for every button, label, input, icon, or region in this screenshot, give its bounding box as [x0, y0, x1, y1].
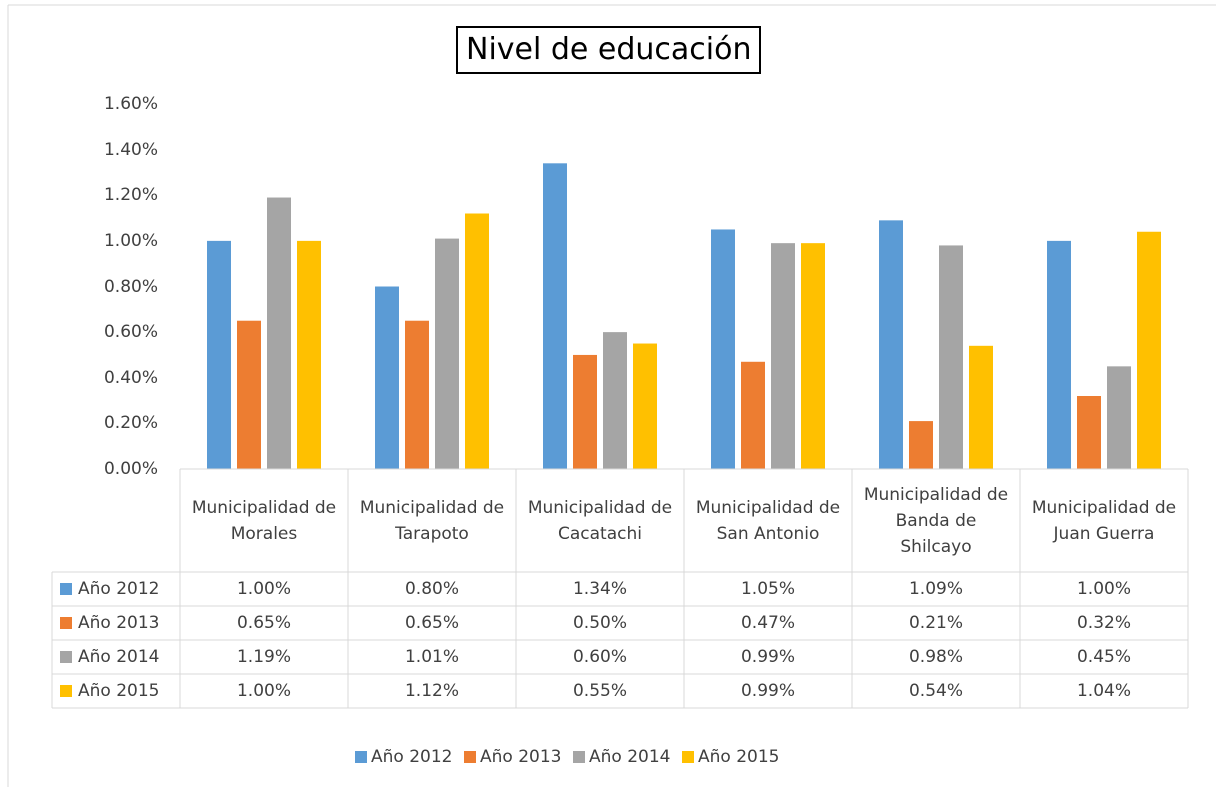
- bar: [573, 354, 597, 469]
- bar: [771, 243, 795, 469]
- bar: [909, 421, 933, 469]
- bar: [969, 345, 993, 469]
- bar: [375, 286, 399, 469]
- y-tick-label: 1.40%: [103, 139, 158, 160]
- legend-key: [573, 751, 585, 763]
- table-value: 0.50%: [572, 613, 627, 633]
- table-value: 0.99%: [740, 647, 795, 667]
- table-value: 1.00%: [1076, 579, 1131, 599]
- table-value: 0.60%: [572, 647, 627, 667]
- bar: [633, 343, 657, 469]
- legend-label: Año 2013: [480, 747, 562, 767]
- table-value: 0.54%: [908, 681, 963, 701]
- legend-key: [682, 751, 694, 763]
- table-value: 1.19%: [236, 647, 291, 667]
- legend-key: [60, 583, 72, 595]
- legend-key: [355, 751, 367, 763]
- y-tick-label: 0.20%: [103, 413, 158, 434]
- bar: [741, 361, 765, 469]
- table-value: 1.34%: [572, 579, 627, 599]
- bar: [1107, 366, 1131, 469]
- table-value: 0.80%: [404, 579, 459, 599]
- legend-key: [60, 651, 72, 663]
- table-value: 1.04%: [1076, 681, 1131, 701]
- table-value: 0.45%: [1076, 647, 1131, 667]
- table-value: 0.47%: [740, 613, 795, 633]
- table-value: 0.98%: [908, 647, 963, 667]
- bar: [297, 240, 321, 469]
- table-value: 0.65%: [236, 613, 291, 633]
- category-label: Municipalidad de Morales: [191, 497, 337, 544]
- y-tick-label: 1.00%: [103, 230, 158, 251]
- bar: [879, 220, 903, 469]
- bar: [711, 229, 735, 469]
- category-label: Municipalidad de San Antonio: [695, 497, 841, 544]
- bar: [465, 213, 489, 469]
- table-value: 1.09%: [908, 579, 963, 599]
- table-value: 1.05%: [740, 579, 795, 599]
- category-label: Municipalidad de Banda de Shilcayo: [863, 484, 1009, 557]
- category-label: Municipalidad de Juan Guerra: [1031, 497, 1177, 544]
- table-value: 1.12%: [404, 681, 459, 701]
- y-tick-label: 0.40%: [103, 367, 158, 388]
- bar: [1137, 231, 1161, 469]
- row-label: Año 2013: [78, 613, 160, 633]
- bar: [207, 240, 231, 469]
- legend-label: Año 2014: [589, 747, 671, 767]
- bar: [1077, 396, 1101, 469]
- row-label: Año 2014: [78, 647, 160, 667]
- y-tick-label: 0.80%: [103, 276, 158, 297]
- table-value: 1.01%: [404, 647, 459, 667]
- bar: [801, 243, 825, 469]
- y-tick-label: 1.60%: [103, 94, 158, 114]
- bar: [939, 245, 963, 469]
- table-value: 0.99%: [740, 681, 795, 701]
- table-value: 1.00%: [236, 681, 291, 701]
- legend-label: Año 2012: [371, 747, 453, 767]
- y-tick-label: 0.60%: [103, 322, 158, 343]
- legend-key: [464, 751, 476, 763]
- bar: [405, 320, 429, 469]
- bar: [435, 238, 459, 469]
- legend-key: [60, 617, 72, 629]
- bar: [237, 320, 261, 469]
- table-value: 1.00%: [236, 579, 291, 599]
- category-label: Municipalidad de Tarapoto: [359, 497, 505, 544]
- table-value: 0.32%: [1076, 613, 1131, 633]
- table-value: 0.21%: [908, 613, 963, 633]
- row-label: Año 2012: [78, 579, 160, 599]
- table-value: 0.65%: [404, 613, 459, 633]
- y-tick-label: 1.20%: [103, 185, 158, 206]
- bar: [543, 163, 567, 469]
- y-tick-label: 0.00%: [103, 459, 158, 479]
- row-label: Año 2015: [78, 681, 160, 701]
- bar: [1047, 240, 1071, 469]
- bar: [603, 332, 627, 469]
- chart-title: Nivel de educación: [456, 26, 762, 74]
- legend-key: [60, 685, 72, 697]
- category-label: Municipalidad de Cacatachi: [527, 497, 673, 544]
- bar: [267, 197, 291, 469]
- table-value: 0.55%: [572, 681, 627, 701]
- legend-label: Año 2015: [698, 747, 780, 767]
